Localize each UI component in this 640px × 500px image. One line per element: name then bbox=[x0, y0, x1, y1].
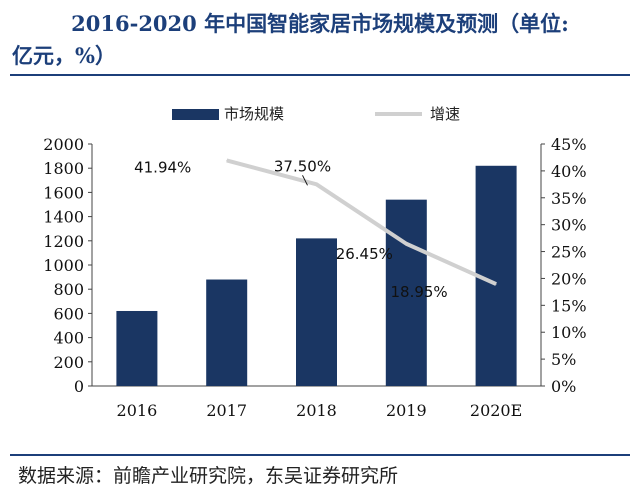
growth-data-label: 41.94% bbox=[134, 158, 191, 176]
x-tick-label: 2020E bbox=[470, 401, 522, 420]
bar bbox=[116, 310, 158, 386]
x-tick-label: 2016 bbox=[117, 401, 158, 420]
growth-point bbox=[405, 243, 407, 245]
growth-point bbox=[226, 159, 228, 161]
y-right-tick-label: 35% bbox=[551, 189, 587, 208]
y-left-tick-label: 200 bbox=[53, 353, 84, 372]
growth-data-label: 26.45% bbox=[336, 245, 393, 263]
y-right-tick-label: 30% bbox=[551, 216, 587, 235]
y-left-tick-label: 2000 bbox=[43, 135, 84, 154]
growth-data-label: 37.50% bbox=[274, 157, 331, 175]
chart-title: 2016-2020 年中国智能家居市场规模及预测（单位: 亿元，%） bbox=[12, 8, 628, 72]
bar bbox=[296, 238, 337, 386]
y-left-tick-label: 800 bbox=[53, 280, 84, 299]
x-tick-label: 2019 bbox=[386, 401, 427, 420]
growth-line bbox=[226, 158, 497, 286]
y-left-tick-label: 1000 bbox=[43, 256, 84, 275]
growth-data-label: 18.95% bbox=[390, 283, 447, 301]
y-left-tick-label: 1800 bbox=[43, 159, 84, 178]
y-right-tick-label: 10% bbox=[551, 323, 587, 342]
chart-area: 市场规模 增速 0 200 400 600 800 1000 1200 1400 1600 1800 2… bbox=[43, 105, 587, 420]
legend-label-line: 增速 bbox=[430, 105, 460, 123]
y-right-tick-label: 5% bbox=[551, 350, 576, 369]
chart-title-line2: 亿元，%） bbox=[12, 43, 116, 68]
y-right-tick-label: 40% bbox=[551, 162, 587, 181]
y-right-tick-label: 45% bbox=[551, 135, 587, 154]
chart-title-line1: 2016-2020 年中国智能家居市场规模及预测（单位: bbox=[71, 11, 569, 36]
growth-label-leader bbox=[302, 175, 308, 186]
y-left-tick-label: 0 bbox=[74, 377, 84, 396]
growth-point bbox=[316, 183, 317, 185]
y-right-tick-label: 25% bbox=[551, 243, 587, 262]
y-right-tick-label: 15% bbox=[551, 296, 587, 315]
y-right-tick-label: 20% bbox=[551, 269, 587, 288]
growth-point bbox=[495, 283, 497, 285]
y-right-tick-label: 0% bbox=[551, 377, 576, 396]
title-divider bbox=[10, 74, 630, 76]
legend-label-bar: 市场规模 bbox=[224, 105, 284, 123]
y-left-tick-label: 400 bbox=[53, 329, 84, 348]
source-note: 数据来源：前瞻产业研究院，东吴证券研究所 bbox=[18, 465, 399, 487]
legend-swatch-bar bbox=[172, 109, 219, 120]
bar bbox=[206, 279, 248, 386]
x-tick-label: 2017 bbox=[206, 401, 247, 420]
source-divider bbox=[10, 454, 630, 456]
y-left-tick-label: 1600 bbox=[43, 183, 84, 202]
bar bbox=[385, 199, 427, 386]
y-left-tick-label: 1200 bbox=[43, 232, 84, 251]
y-left-tick-label: 600 bbox=[53, 304, 84, 323]
x-tick-label: 2018 bbox=[296, 401, 337, 420]
y-left-tick-label: 1400 bbox=[43, 208, 84, 227]
